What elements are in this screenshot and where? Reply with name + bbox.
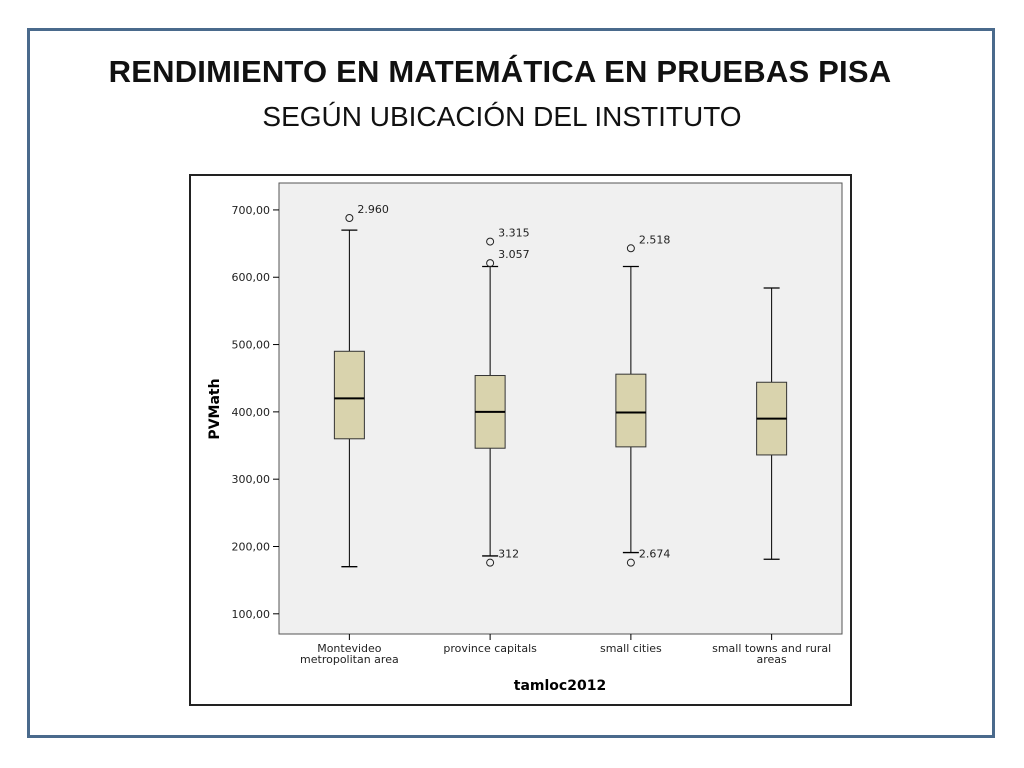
y-tick-label: 300,00 [232, 473, 271, 486]
plot-area [278, 182, 843, 635]
outlier-point [486, 558, 495, 567]
slide-frame [27, 28, 995, 738]
slide-subtitle: SEGÚN UBICACIÓN DEL INSTITUTO [262, 101, 742, 132]
outlier-point [345, 214, 354, 223]
slide-title: RENDIMIENTO EN MATEMÁTICA EN PRUEBAS PIS… [108, 54, 892, 89]
boxes: 2.960 3.315 3.057 312 2.518 2.674 [333, 203, 788, 568]
outlier-label: 2.674 [639, 548, 671, 561]
outlier-label: 3.057 [498, 248, 530, 261]
outlier-point [486, 259, 495, 268]
iqr-box [333, 350, 365, 440]
x-tick-label: areas [756, 653, 787, 666]
y-tick-label: 700,00 [232, 204, 271, 217]
y-tick-label: 400,00 [232, 406, 271, 419]
outlier-label: 3.315 [498, 227, 530, 240]
x-tick-label: province capitals [443, 642, 537, 655]
y-tick-label: 600,00 [232, 271, 271, 284]
outlier-point [486, 237, 495, 246]
outlier-label: 312 [498, 548, 519, 561]
iqr-box [615, 373, 647, 448]
x-axis-title: tamloc2012 [514, 678, 606, 694]
outlier-label: 2.960 [357, 203, 389, 216]
y-axis-title: PVMath [207, 378, 223, 439]
x-tick-label: metropolitan area [300, 653, 399, 666]
outlier-label: 2.518 [639, 233, 671, 246]
y-axis: 100,00 200,00 300,00 400,00 500,00 600,00 700,… [232, 204, 279, 621]
boxplot-chart: 100,00 200,00 300,00 400,00 500,00 600,00 700,… [189, 174, 852, 706]
y-tick-label: 200,00 [232, 540, 271, 553]
outlier-point [626, 558, 635, 567]
x-tick-label: small towns and rural [712, 642, 831, 655]
y-tick-label: 100,00 [232, 608, 271, 621]
x-tick-label: small cities [600, 642, 662, 655]
x-tick-label: Montevideo [317, 642, 382, 655]
outlier-point [626, 244, 635, 253]
y-tick-label: 500,00 [232, 339, 271, 352]
